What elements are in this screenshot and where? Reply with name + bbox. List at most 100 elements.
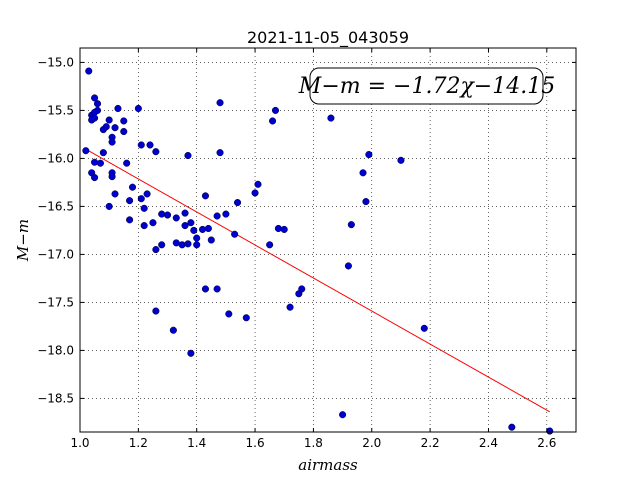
data-point (344, 262, 352, 270)
data-point (222, 210, 230, 218)
data-point (111, 190, 119, 198)
data-point (134, 104, 142, 113)
fit-line (85, 148, 550, 413)
data-point (158, 210, 166, 218)
data-point (339, 411, 347, 419)
data-point (111, 124, 119, 132)
y-tick-label: −15.0 (37, 55, 74, 69)
y-tick-label: −18.5 (37, 391, 74, 405)
data-point (120, 117, 128, 125)
data-point (347, 221, 355, 229)
data-point (298, 285, 306, 293)
data-point (143, 190, 151, 198)
data-point (137, 141, 145, 149)
data-point (91, 108, 99, 116)
chart-title: 2021-11-05_043059 (247, 28, 409, 48)
data-point (213, 285, 221, 293)
x-tick-label: 2.6 (537, 436, 556, 450)
data-point (242, 314, 250, 322)
y-tick-label: −15.5 (37, 103, 74, 117)
data-point (184, 240, 192, 248)
plot-frame (79, 47, 577, 433)
data-point (420, 324, 428, 332)
data-point (327, 114, 335, 122)
x-tick-label: 1.8 (304, 436, 323, 450)
data-point (359, 169, 367, 177)
data-point (207, 236, 215, 244)
data-point (158, 241, 166, 249)
data-point (181, 209, 189, 217)
data-point (169, 326, 177, 334)
x-tick-label: 2.0 (362, 436, 381, 450)
data-point (82, 147, 90, 155)
x-axis-label: airmass (298, 456, 358, 474)
data-point (362, 198, 370, 206)
y-tick-label: −16.5 (37, 199, 74, 213)
fit-line-group (85, 148, 550, 413)
data-point (181, 222, 189, 230)
data-point (172, 214, 180, 222)
data-point (286, 303, 294, 311)
y-tick-label: −16.0 (37, 151, 74, 165)
annotation-text: M−m = −1.72χ−14.15 (298, 74, 555, 99)
data-point (120, 127, 128, 136)
data-point (149, 219, 157, 227)
data-point (114, 104, 122, 113)
data-point (91, 94, 99, 102)
y-axis-label: M−m (14, 219, 32, 262)
data-point (91, 174, 99, 182)
data-point (251, 189, 259, 197)
data-point (123, 159, 131, 167)
data-point (190, 226, 198, 234)
x-tick-label: 1.6 (246, 436, 265, 450)
data-point (225, 310, 233, 318)
data-point (271, 106, 280, 114)
data-point (193, 234, 201, 242)
data-point (126, 216, 134, 224)
data-point (231, 230, 239, 238)
data-point (184, 151, 192, 160)
data-point (201, 192, 210, 200)
data-point (91, 158, 99, 166)
data-point (216, 149, 224, 157)
annotation-box (309, 67, 544, 105)
data-point (201, 285, 210, 293)
data-point (152, 148, 160, 156)
data-point (140, 204, 148, 212)
data-point (213, 212, 221, 220)
data-point (99, 149, 107, 157)
data-points (82, 67, 554, 435)
data-point (140, 222, 148, 230)
data-point (96, 159, 104, 167)
data-point (152, 246, 160, 254)
x-tick-label: 2.2 (421, 436, 440, 450)
x-tick-label: 1.2 (129, 436, 148, 450)
data-point (108, 138, 116, 146)
data-point (163, 211, 172, 219)
data-point (216, 99, 224, 107)
data-point (546, 427, 554, 435)
data-point (198, 225, 207, 233)
data-point (126, 197, 134, 205)
data-point (187, 219, 195, 227)
equation-annotation: M−m = −1.72χ−14.15 (298, 67, 555, 105)
y-tick-label: −17.0 (37, 247, 74, 261)
y-tick-label: −18.0 (37, 343, 74, 357)
data-point (280, 225, 288, 233)
x-tick-label: 1.4 (187, 436, 206, 450)
tick-labels: 1.0 1.2 1.4 1.6 1.8 2.0 2.2 2.4 2.6 −15.0 −15.5 −16… (37, 55, 556, 450)
data-point (102, 123, 110, 131)
data-point (187, 349, 195, 357)
data-point (274, 224, 282, 233)
data-point (269, 117, 277, 125)
data-point (254, 180, 262, 188)
data-point (204, 224, 212, 233)
data-point (266, 241, 274, 249)
x-tick-label: 2.4 (479, 436, 498, 450)
data-point (128, 183, 137, 191)
y-tick-label: −17.5 (37, 295, 74, 309)
data-point (105, 202, 113, 210)
data-point (105, 116, 113, 124)
data-point (137, 195, 145, 203)
